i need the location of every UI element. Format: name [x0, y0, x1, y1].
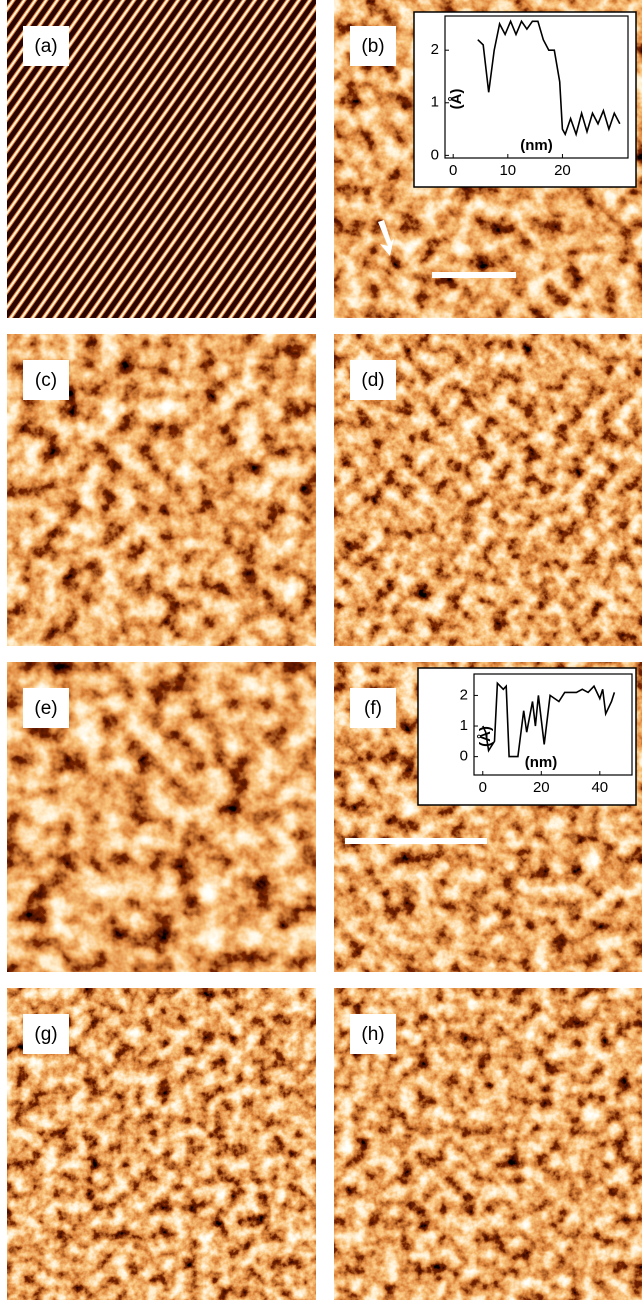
figure: (a)(b)(c)(d)(e)(f)(g)(h)01020012(Å)(nm)0…: [0, 0, 642, 1300]
panel-label: (g): [34, 1024, 57, 1045]
panel-label: (d): [361, 370, 384, 391]
x-tick-label: 20: [554, 162, 571, 179]
x-tick-label: 0: [449, 162, 457, 179]
panel-label: (a): [34, 36, 57, 57]
panel-label: (h): [361, 1024, 384, 1045]
panel-label: (e): [34, 698, 57, 719]
x-tick-label: 0: [479, 779, 487, 796]
x-tick-label: 10: [499, 162, 516, 179]
x-axis-label: (nm): [520, 137, 553, 154]
y-axis-label: (Å): [477, 726, 494, 747]
panel-label: (b): [361, 36, 384, 57]
y-tick-label: 2: [460, 686, 468, 703]
x-tick-label: 20: [533, 779, 550, 796]
y-tick-label: 0: [460, 748, 468, 765]
panel-label: (c): [35, 370, 57, 391]
x-axis-label: (nm): [525, 754, 558, 771]
y-tick-label: 2: [431, 41, 439, 58]
x-tick-label: 40: [591, 779, 608, 796]
y-tick-label: 1: [431, 94, 439, 111]
y-tick-label: 0: [431, 146, 439, 163]
panel-label: (f): [364, 698, 382, 719]
y-axis-label: (Å): [448, 89, 465, 110]
y-tick-label: 1: [460, 717, 468, 734]
